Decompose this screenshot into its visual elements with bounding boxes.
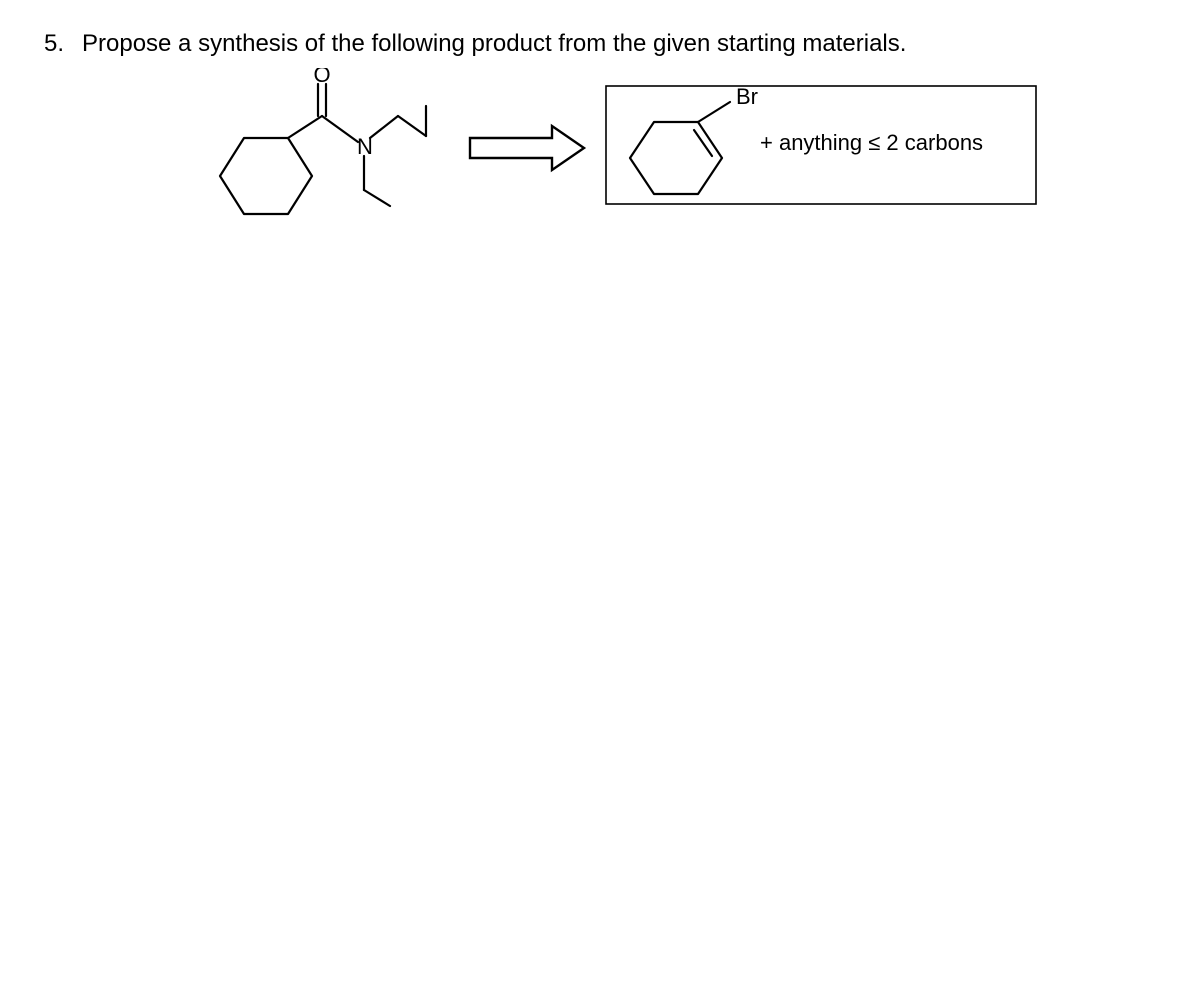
question-number: 5. [40,30,64,58]
oxygen-label: O [313,68,330,87]
reaction-scheme: O N Br + anything ≤ 2 carbons [200,68,1160,253]
question-row: 5. Propose a synthesis of the following … [40,30,1160,58]
bromide-starting-material [630,102,730,194]
target-molecule [220,84,426,214]
bromine-label: Br [736,84,758,109]
scheme-svg: O N Br + anything ≤ 2 carbons [200,68,1060,248]
constraint-text: + anything ≤ 2 carbons [760,130,983,155]
nitrogen-label: N [357,134,373,159]
retrosynthetic-arrow [470,126,584,170]
question-prompt: Propose a synthesis of the following pro… [82,30,906,58]
